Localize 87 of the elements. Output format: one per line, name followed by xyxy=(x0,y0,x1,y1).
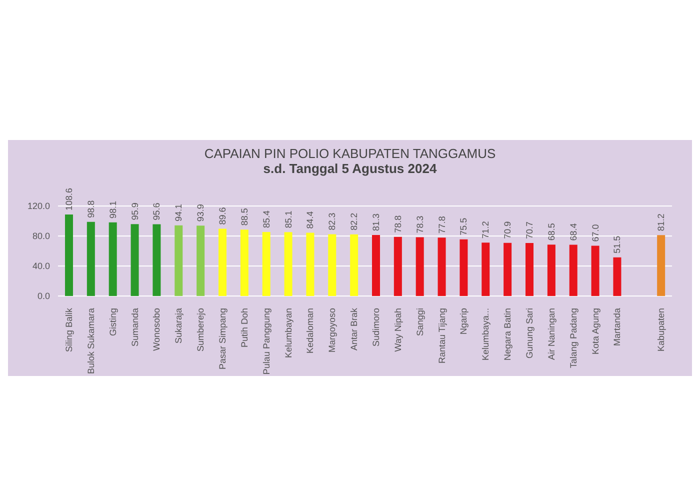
x-tick-label: Sudimoro xyxy=(370,308,381,347)
y-tick-label: 0.0 xyxy=(37,291,50,302)
bar xyxy=(196,226,205,296)
data-label: 95.6 xyxy=(152,202,162,220)
data-label: 84.4 xyxy=(305,211,316,229)
data-label: 94.1 xyxy=(174,204,184,222)
y-tick-label: 80.0 xyxy=(32,231,50,242)
x-tick-label: Bulok Sukamara xyxy=(86,308,96,374)
x-tick-label: Gisting xyxy=(108,308,118,336)
bar xyxy=(547,244,556,296)
x-tick-label: Gunung Sari xyxy=(524,308,534,359)
bar xyxy=(306,232,314,296)
bar xyxy=(504,242,512,296)
x-tick-label: Air Naningan xyxy=(546,308,556,360)
data-label: 85.4 xyxy=(261,210,272,228)
bar xyxy=(328,234,336,296)
data-label: 93.9 xyxy=(196,204,206,222)
data-label: 98.1 xyxy=(108,200,118,218)
bar xyxy=(438,238,446,296)
bar xyxy=(174,225,183,296)
x-tick-label: Antar Brak xyxy=(349,308,360,351)
data-label: 108.6 xyxy=(64,188,74,211)
x-tick-label: Wonosobo xyxy=(152,308,162,351)
bar xyxy=(591,246,600,296)
chart-title: CAPAIAN PIN POLIO KABUPATEN TANGGAMUS xyxy=(203,145,497,161)
data-label: 51.5 xyxy=(612,236,622,254)
bar xyxy=(482,242,490,296)
data-label: 88.5 xyxy=(239,208,250,226)
x-tick-label: Rantau Tijang xyxy=(436,308,447,364)
bar xyxy=(394,236,402,296)
data-label: 67.0 xyxy=(590,224,600,242)
data-label: 85.1 xyxy=(283,210,294,228)
data-label: 78.8 xyxy=(392,215,403,233)
bar xyxy=(350,234,358,296)
bar xyxy=(416,237,424,296)
x-tick-label: Kelumbaya... xyxy=(480,308,491,361)
data-label: 70.9 xyxy=(502,221,513,239)
bar xyxy=(262,232,270,296)
bar xyxy=(65,214,73,296)
x-tick-label: Martanda xyxy=(612,308,622,346)
data-label: 81.2 xyxy=(656,214,666,232)
x-tick-label: Ngarip xyxy=(458,308,469,335)
bar xyxy=(86,222,95,296)
x-tick-label: Kabupaten xyxy=(656,308,666,352)
x-tick-label: Siling Balik xyxy=(64,308,74,352)
bar xyxy=(569,244,578,296)
data-label: 81.3 xyxy=(371,213,381,232)
x-tick-label: Putih Doh xyxy=(239,308,250,348)
x-tick-label: Sumberejo xyxy=(196,308,206,352)
bar xyxy=(372,235,380,296)
data-label: 95.9 xyxy=(130,202,140,220)
bar xyxy=(218,228,226,296)
x-tick-label: Pulau Panggung xyxy=(261,308,272,375)
data-label: 89.6 xyxy=(218,207,228,225)
bar xyxy=(108,222,117,296)
data-label: 71.2 xyxy=(480,221,491,239)
chart-subtitle: s.d. Tanggal 5 Agustus 2024 xyxy=(262,161,438,176)
data-label: 77.8 xyxy=(436,216,447,234)
data-label: 68.5 xyxy=(546,223,556,241)
x-tick-label: Negara Batin xyxy=(502,308,513,361)
x-tick-label: Kota Agung xyxy=(590,308,600,355)
data-label: 68.4 xyxy=(568,223,578,241)
x-tick-label: Kelumbayan xyxy=(283,308,294,358)
bar xyxy=(460,239,468,296)
y-tick-label: 40.0 xyxy=(32,261,50,272)
x-tick-label: Sukaraja xyxy=(174,308,184,344)
x-tick-label: Margoyoso xyxy=(327,308,338,353)
bar xyxy=(657,235,666,296)
x-tick-label: Sanggi xyxy=(414,308,425,336)
y-tick-label: 120.0 xyxy=(27,201,50,212)
data-label: 70.7 xyxy=(524,221,534,239)
bar xyxy=(152,224,161,296)
x-tick-label: Talang Padang xyxy=(568,308,578,368)
x-tick-label: Kedaloman xyxy=(305,308,316,354)
x-tick-label: Pasar Simpang xyxy=(217,308,228,370)
data-label: 82.2 xyxy=(349,212,360,230)
x-tick-label: Sumanda xyxy=(130,308,140,347)
bar xyxy=(284,232,292,296)
x-tick-label: Way Nipah xyxy=(392,308,403,352)
bar xyxy=(130,224,139,296)
bar xyxy=(526,242,534,296)
data-label: 82.3 xyxy=(327,212,338,230)
data-label: 98.8 xyxy=(86,200,96,218)
data-label: 78.3 xyxy=(414,216,425,234)
bar xyxy=(240,230,248,296)
data-label: 75.5 xyxy=(458,218,469,236)
bar xyxy=(613,257,622,296)
